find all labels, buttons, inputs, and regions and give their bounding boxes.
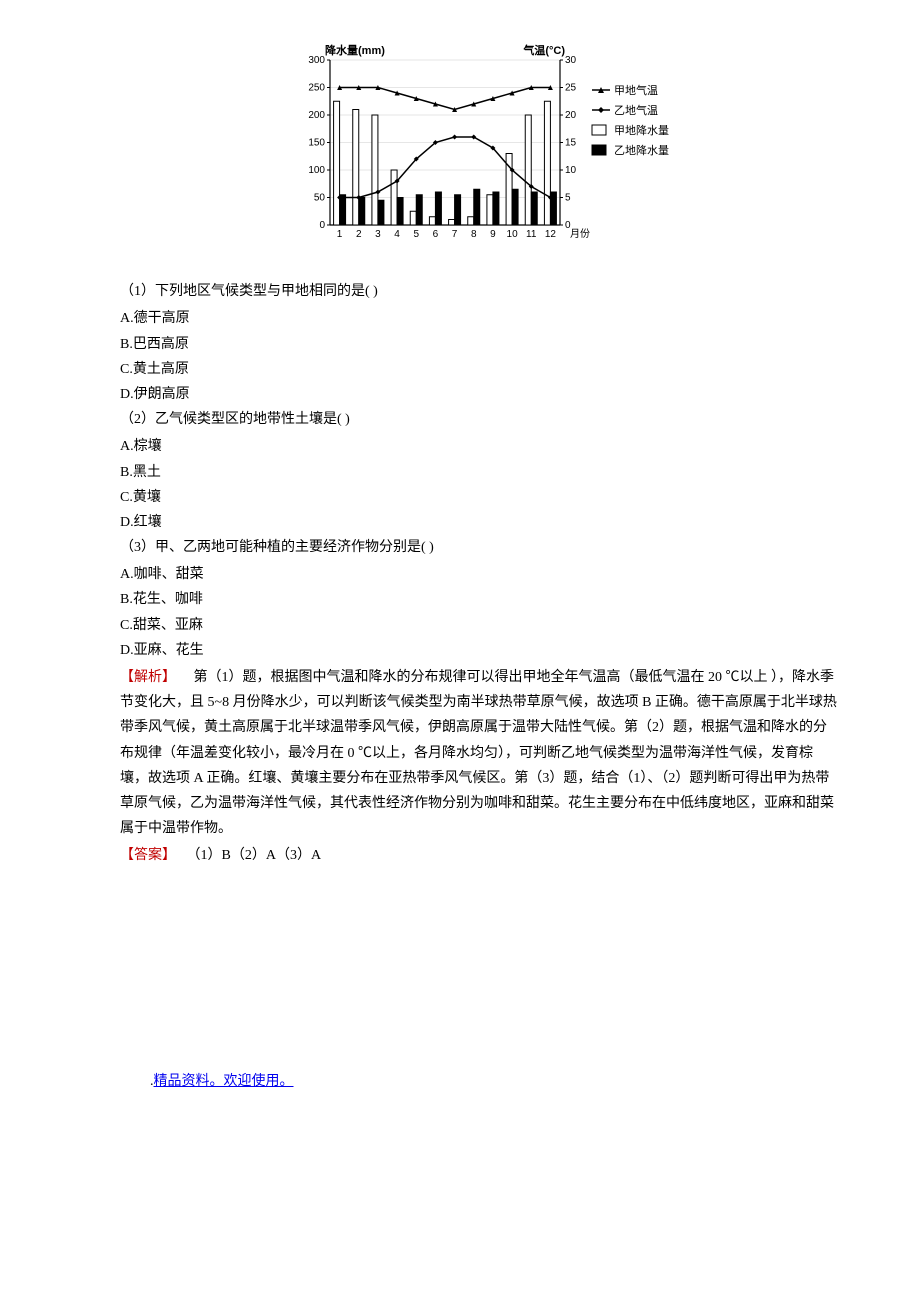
svg-text:25: 25: [565, 83, 577, 94]
question-option: A.德干高原: [120, 306, 840, 331]
svg-text:1: 1: [337, 229, 343, 240]
question-option: C.甜菜、亚麻: [120, 613, 840, 638]
question-option: D.亚麻、花生: [120, 638, 840, 663]
svg-text:15: 15: [565, 138, 577, 149]
svg-text:2: 2: [356, 229, 362, 240]
question-option: C.黄土高原: [120, 357, 840, 382]
svg-text:9: 9: [490, 229, 496, 240]
svg-text:月份: 月份: [570, 228, 590, 240]
svg-text:气温(°C): 气温(°C): [522, 43, 565, 57]
svg-text:乙地降水量: 乙地降水量: [614, 143, 669, 157]
question-option: A.咖啡、甜菜: [120, 562, 840, 587]
svg-text:250: 250: [308, 83, 325, 94]
svg-text:10: 10: [507, 229, 519, 240]
svg-text:0: 0: [319, 220, 325, 231]
question-option: B.黑土: [120, 460, 840, 485]
svg-text:4: 4: [394, 229, 400, 240]
svg-text:300: 300: [308, 55, 325, 66]
svg-text:12: 12: [545, 229, 557, 240]
svg-text:20: 20: [565, 110, 577, 121]
question-stem: （3）甲、乙两地可能种植的主要经济作物分别是( ): [120, 535, 840, 560]
svg-text:降水量(mm): 降水量(mm): [325, 43, 385, 57]
answer-text: （1）B（2）A（3）A: [180, 848, 322, 863]
svg-text:7: 7: [452, 229, 458, 240]
question-stem: （1）下列地区气候类型与甲地相同的是( ): [120, 279, 840, 304]
svg-text:3: 3: [375, 229, 381, 240]
analysis-label: 【解析】: [120, 670, 176, 685]
svg-text:6: 6: [433, 229, 439, 240]
climate-chart: 降水量(mm)气温(°C)050100150200250300051015202…: [290, 40, 670, 259]
svg-text:30: 30: [565, 55, 577, 66]
footer: .精品资料。欢迎使用。: [150, 1069, 840, 1094]
question-option: C.黄壤: [120, 485, 840, 510]
svg-text:乙地气温: 乙地气温: [614, 103, 658, 117]
footer-link[interactable]: 精品资料。欢迎使用。: [154, 1074, 294, 1089]
questions-container: （1）下列地区气候类型与甲地相同的是( )A.德干高原B.巴西高原C.黄土高原D…: [120, 279, 840, 663]
answer-label: 【答案】: [120, 848, 176, 863]
svg-text:100: 100: [308, 165, 325, 176]
svg-text:10: 10: [565, 165, 577, 176]
svg-text:50: 50: [314, 193, 326, 204]
climate-chart-container: 降水量(mm)气温(°C)050100150200250300051015202…: [120, 40, 840, 259]
question-option: A.棕壤: [120, 434, 840, 459]
svg-text:5: 5: [413, 229, 419, 240]
question-option: D.红壤: [120, 510, 840, 535]
svg-text:甲地气温: 甲地气温: [614, 83, 658, 97]
svg-text:8: 8: [471, 229, 477, 240]
svg-text:甲地降水量: 甲地降水量: [614, 123, 669, 137]
analysis-text: 第（1）题，根据图中气温和降水的分布规律可以得出甲地全年气温高（最低气温在 20…: [120, 670, 837, 836]
svg-text:11: 11: [526, 229, 537, 240]
question-option: B.花生、咖啡: [120, 587, 840, 612]
answer-block: 【答案】 （1）B（2）A（3）A: [120, 843, 840, 868]
svg-text:5: 5: [565, 193, 571, 204]
question-stem: （2）乙气候类型区的地带性土壤是( ): [120, 407, 840, 432]
question-option: B.巴西高原: [120, 332, 840, 357]
chart-svg: 降水量(mm)气温(°C)050100150200250300051015202…: [290, 40, 670, 250]
svg-text:200: 200: [308, 110, 325, 121]
analysis-block: 【解析】 第（1）题，根据图中气温和降水的分布规律可以得出甲地全年气温高（最低气…: [120, 665, 840, 841]
svg-text:150: 150: [308, 138, 325, 149]
question-option: D.伊朗高原: [120, 382, 840, 407]
